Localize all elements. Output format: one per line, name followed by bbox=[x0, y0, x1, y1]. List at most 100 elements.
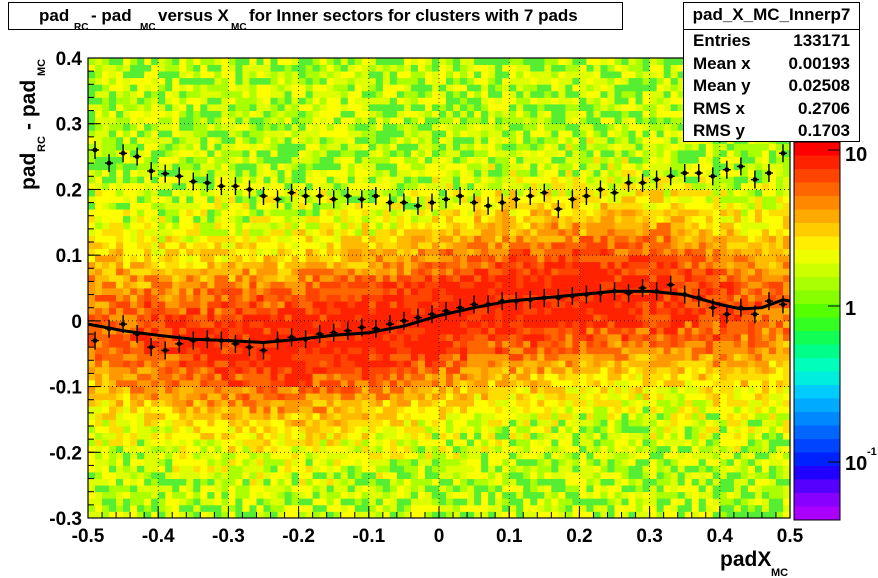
heatmap-cell bbox=[319, 222, 328, 230]
heatmap-cell bbox=[453, 71, 461, 79]
heatmap-cell bbox=[235, 445, 243, 453]
heatmap-cell bbox=[298, 307, 307, 315]
heatmap-cell bbox=[586, 373, 594, 381]
heatmap-cell bbox=[200, 169, 208, 177]
heatmap-cell bbox=[340, 255, 349, 263]
heatmap-cell bbox=[130, 301, 138, 309]
heatmap-cell bbox=[193, 77, 201, 85]
heatmap-cell bbox=[502, 169, 510, 177]
heatmap-cell bbox=[354, 130, 363, 138]
heatmap-cell bbox=[123, 136, 131, 144]
heatmap-cell bbox=[116, 77, 124, 85]
heatmap-cell bbox=[340, 393, 349, 401]
heatmap-cell bbox=[368, 281, 377, 289]
heatmap-cell bbox=[263, 386, 271, 394]
heatmap-cell bbox=[151, 136, 159, 144]
heatmap-cell bbox=[263, 209, 271, 217]
heatmap-cell bbox=[537, 301, 545, 309]
heatmap-cell bbox=[200, 235, 208, 243]
heatmap-cell bbox=[544, 176, 552, 184]
heatmap-cell bbox=[537, 399, 545, 407]
heatmap-cell bbox=[158, 393, 166, 401]
heatmap-cell bbox=[214, 189, 222, 197]
heatmap-cell bbox=[179, 209, 187, 217]
heatmap-cell bbox=[179, 452, 187, 460]
heatmap-cell bbox=[249, 136, 257, 144]
heatmap-cell bbox=[102, 485, 110, 493]
heatmap-cell bbox=[460, 58, 468, 65]
heatmap-cell bbox=[242, 334, 250, 341]
heatmap-cell bbox=[263, 366, 271, 374]
heatmap-cell bbox=[242, 419, 250, 427]
heatmap-cell bbox=[277, 77, 285, 85]
heatmap-cell bbox=[544, 77, 552, 85]
heatmap-cell bbox=[410, 163, 419, 171]
heatmap-cell bbox=[305, 97, 314, 105]
heatmap-cell bbox=[579, 445, 587, 453]
heatmap-cell bbox=[319, 366, 328, 374]
heatmap-cell bbox=[368, 228, 377, 236]
heatmap-cell bbox=[431, 478, 440, 486]
heatmap-cell bbox=[165, 406, 173, 414]
heatmap-cell bbox=[130, 393, 138, 401]
heatmap-cell bbox=[530, 340, 538, 348]
heatmap-cell bbox=[509, 419, 517, 427]
heatmap-cell bbox=[256, 215, 264, 223]
heatmap-cell bbox=[116, 380, 124, 387]
heatmap-cell bbox=[284, 58, 292, 65]
heatmap-cell bbox=[572, 406, 580, 414]
heatmap-cell bbox=[502, 84, 510, 92]
heatmap-cell bbox=[130, 136, 138, 144]
heatmap-cell bbox=[256, 281, 264, 289]
heatmap-cell bbox=[193, 432, 201, 440]
heatmap-cell bbox=[460, 71, 468, 79]
heatmap-cell bbox=[347, 281, 356, 289]
heatmap-cell bbox=[207, 360, 215, 368]
heatmap-cell bbox=[277, 117, 285, 125]
heatmap-cell bbox=[333, 209, 342, 217]
heatmap-cell bbox=[467, 498, 475, 506]
heatmap-cell bbox=[242, 209, 250, 217]
heatmap-cell bbox=[558, 77, 566, 85]
heatmap-cell bbox=[565, 327, 573, 335]
heatmap-cell bbox=[312, 209, 321, 217]
heatmap-cell bbox=[214, 104, 222, 111]
heatmap-cell bbox=[453, 472, 461, 479]
heatmap-cell bbox=[235, 393, 243, 401]
heatmap-cell bbox=[467, 169, 475, 177]
heatmap-cell bbox=[235, 274, 243, 282]
heatmap-cell bbox=[502, 104, 510, 111]
heatmap-cell bbox=[417, 90, 426, 98]
heatmap-cell bbox=[572, 491, 580, 499]
heatmap-cell bbox=[102, 307, 110, 315]
heatmap-cell bbox=[579, 511, 587, 518]
heatmap-cell bbox=[502, 307, 510, 315]
heatmap-cell bbox=[439, 189, 447, 197]
heatmap-cell bbox=[305, 117, 314, 125]
heatmap-cell bbox=[326, 58, 335, 65]
heatmap-cell bbox=[88, 215, 96, 223]
heatmap-cell bbox=[467, 58, 475, 65]
heatmap-cell bbox=[333, 222, 342, 230]
heatmap-cell bbox=[207, 123, 215, 131]
heatmap-cell bbox=[137, 301, 145, 309]
heatmap-cell bbox=[242, 511, 250, 518]
heatmap-cell bbox=[291, 366, 299, 374]
heatmap-cell bbox=[530, 182, 538, 190]
heatmap-cell bbox=[460, 327, 468, 335]
heatmap-cell bbox=[565, 71, 573, 79]
heatmap-cell bbox=[242, 248, 250, 256]
heatmap-cell bbox=[382, 327, 391, 335]
heatmap-cell bbox=[242, 465, 250, 473]
heatmap-cell bbox=[431, 58, 440, 65]
heatmap-cell bbox=[165, 248, 173, 256]
heatmap-cell bbox=[193, 215, 201, 223]
heatmap-cell bbox=[439, 268, 447, 276]
heatmap-cell bbox=[319, 419, 328, 427]
heatmap-cell bbox=[200, 143, 208, 151]
heatmap-cell bbox=[544, 288, 552, 295]
heatmap-cell bbox=[116, 255, 124, 263]
heatmap-cell bbox=[319, 77, 328, 85]
heatmap-cell bbox=[319, 97, 328, 105]
heatmap-cell bbox=[186, 97, 194, 105]
